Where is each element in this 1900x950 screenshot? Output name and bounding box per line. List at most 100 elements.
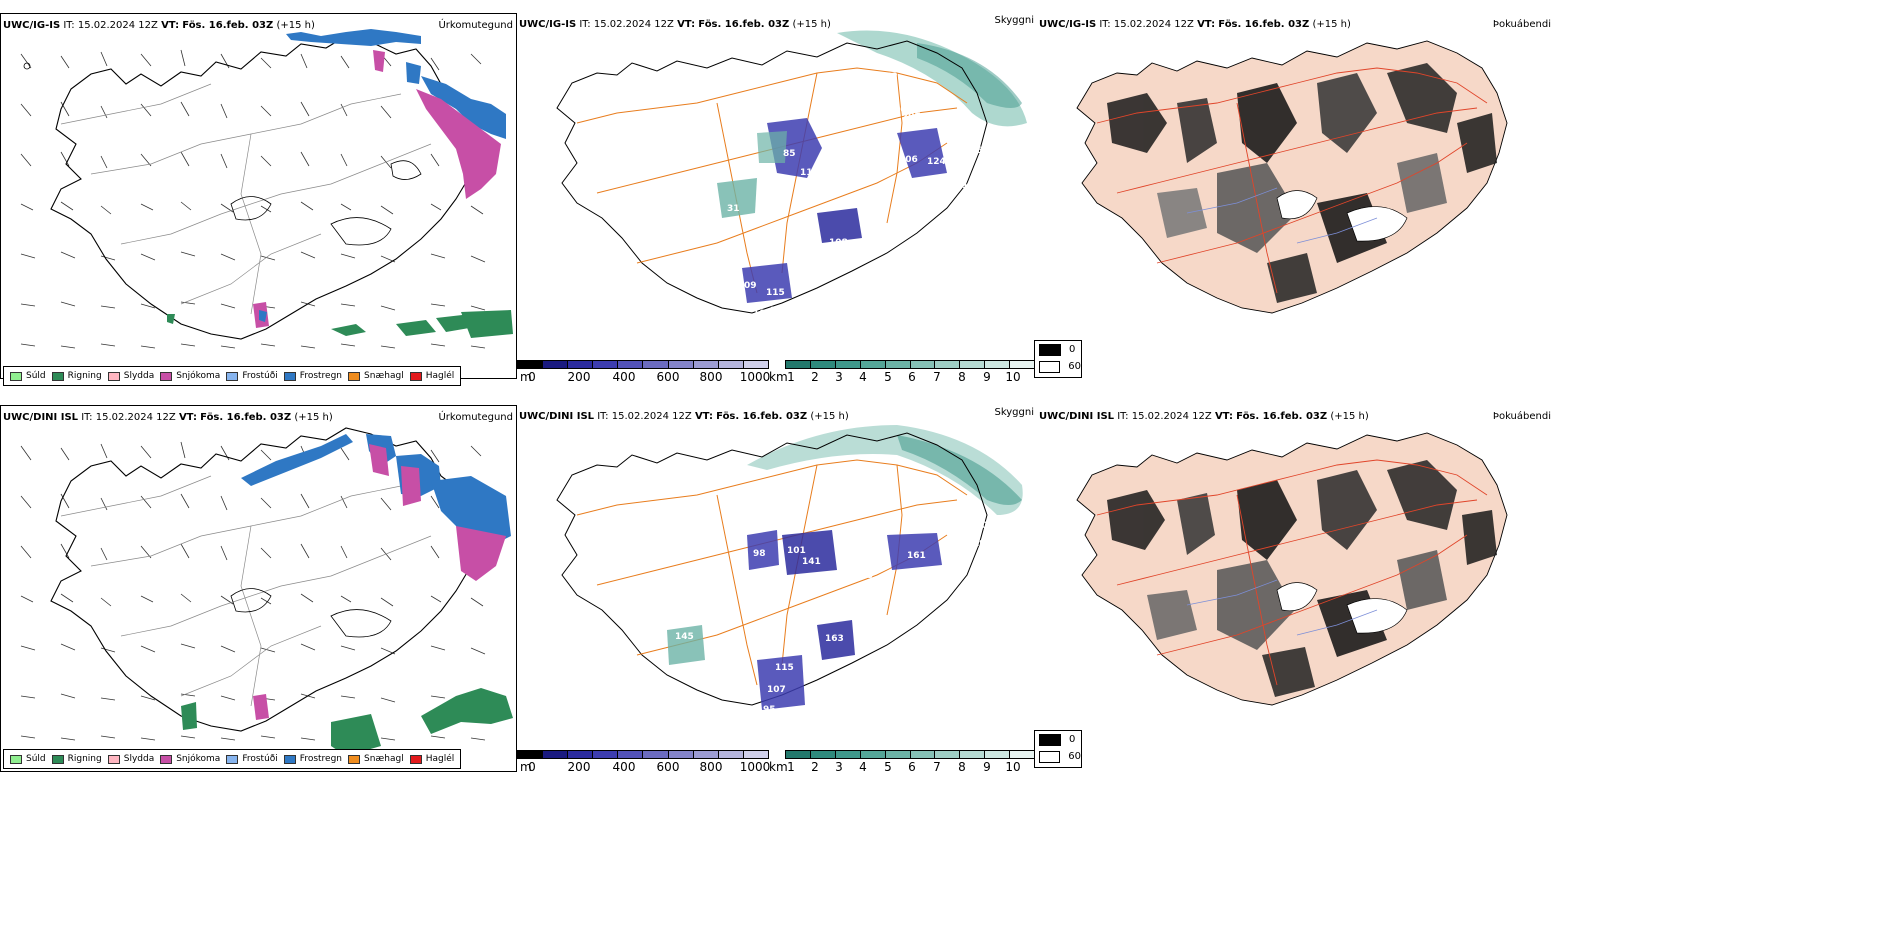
svg-text:31: 31 — [727, 204, 740, 214]
svg-text:168: 168 — [970, 146, 989, 156]
legend-item: Haglél — [409, 371, 454, 381]
legend-item: Frostregn — [283, 371, 342, 381]
precip-map-row2 — [20, 427, 513, 756]
wind-barbs — [20, 49, 486, 349]
fog-title-row2: Þokuábendi — [1492, 411, 1551, 422]
precip-areas — [181, 434, 513, 756]
ceiling-scale-ticks: m 0 200 400 600 800 1000 — [520, 370, 771, 384]
visibility-panel-row1: 342 107 107 207 85 118 106 124 168 146 1… — [517, 13, 1037, 379]
ceiling-scale-ticks: m 0 200 400 600 800 1000 — [520, 760, 771, 774]
precip-panel-row1: UWC/IG-IS IT: 15.02.2024 12Z VT: Fös. 16… — [0, 13, 517, 386]
svg-text:128: 128 — [854, 571, 873, 581]
fog-map-row2 — [1076, 432, 1508, 706]
precip-title-row2: Úrkomutegund — [438, 412, 513, 423]
legend-swatch — [226, 371, 239, 381]
legend-swatch — [10, 371, 22, 381]
legend-item: Snæhagl — [348, 754, 404, 764]
svg-text:107: 107 — [914, 102, 933, 112]
precip-areas — [167, 29, 513, 338]
precip-title-row1: Úrkomutegund — [438, 20, 513, 31]
svg-text:207: 207 — [902, 112, 921, 122]
svg-text:115: 115 — [766, 288, 785, 298]
svg-text:10: 10 — [753, 309, 766, 319]
header-row1-precip: UWC/IG-IS IT: 15.02.2024 12Z VT: Fös. 16… — [3, 20, 315, 31]
visibility-scale-ticks: km 1 2 3 4 5 6 7 8 9 10 — [769, 760, 1021, 774]
header-row2-fog: UWC/DINI ISL IT: 15.02.2024 12Z VT: Fös.… — [1039, 411, 1369, 422]
precip-panel-row2: UWC/DINI ISL IT: 15.02.2024 12Z VT: Fös.… — [0, 405, 517, 772]
legend-item: Rigning — [51, 754, 102, 764]
legend-swatch — [107, 371, 120, 381]
precip-map-row1 — [20, 29, 513, 349]
visibility-scale-strip — [785, 360, 1035, 369]
legend-item: Frostúði — [226, 371, 278, 381]
legend-swatch — [409, 754, 422, 764]
svg-text:108: 108 — [932, 194, 951, 204]
fog-legend-item: 60 — [1035, 358, 1081, 375]
visibility-panel-row2: 157 237 130 193 98 101 141 128 161 163 1… — [517, 405, 1037, 772]
ceiling-unit: m — [520, 370, 532, 384]
fog-legend-row1: 0 60 — [1034, 340, 1082, 378]
svg-text:342: 342 — [879, 72, 898, 82]
svg-text:101: 101 — [787, 546, 806, 556]
visibility-map-row2: 157 237 130 193 98 101 141 128 161 163 1… — [556, 425, 1023, 715]
legend-swatch — [160, 754, 173, 764]
fog-legend-item: 60 — [1035, 748, 1081, 765]
precip-legend-row2: Súld Rigning Slydda Snjókoma Frostúði Fr… — [3, 749, 462, 769]
legend-swatch — [107, 754, 120, 764]
svg-text:115: 115 — [775, 663, 794, 673]
fog-panel-row2: UWC/DINI ISL IT: 15.02.2024 12Z VT: Fös.… — [1037, 405, 1557, 772]
legend-item: Haglél — [409, 754, 454, 764]
svg-text:101: 101 — [770, 306, 789, 316]
legend-item: Slydda — [107, 371, 154, 381]
legend-item: Súld — [10, 754, 46, 764]
legend-swatch — [10, 754, 22, 764]
svg-text:124: 124 — [927, 157, 946, 167]
visibility-title-row2: Skyggni — [994, 407, 1034, 418]
legend-item: Frostregn — [283, 754, 342, 764]
legend-item: Snjókoma — [160, 371, 220, 381]
fog-map-row1 — [1076, 40, 1508, 314]
visibility-labels-row1: 342 107 107 207 85 118 106 124 168 146 1… — [727, 72, 989, 319]
ceiling-scale-row1: m 0 200 400 600 800 1000 — [517, 360, 771, 390]
legend-swatch — [409, 371, 422, 381]
legend-item: Súld — [10, 371, 46, 381]
header-row1-fog: UWC/IG-IS IT: 15.02.2024 12Z VT: Fös. 16… — [1039, 19, 1351, 30]
svg-text:163: 163 — [825, 634, 844, 644]
header-row2-precip: UWC/DINI ISL IT: 15.02.2024 12Z VT: Fös.… — [3, 412, 333, 423]
fog-panel-row1: UWC/IG-IS IT: 15.02.2024 12Z VT: Fös. 16… — [1037, 13, 1557, 379]
svg-text:85: 85 — [783, 149, 796, 159]
visibility-scale-ticks: km 1 2 3 4 5 6 7 8 9 10 — [769, 370, 1021, 384]
svg-text:237: 237 — [915, 486, 934, 496]
svg-text:130: 130 — [969, 521, 988, 531]
legend-swatch — [348, 371, 361, 381]
fog-legend-item: 0 — [1035, 341, 1081, 358]
svg-text:107: 107 — [767, 685, 786, 695]
svg-text:91: 91 — [769, 208, 782, 218]
legend-item: Slydda — [107, 754, 154, 764]
legend-swatch — [160, 371, 173, 381]
iceland-coastline — [556, 40, 988, 314]
visibility-unit: km — [769, 370, 788, 384]
svg-text:146: 146 — [962, 181, 981, 191]
visibility-scale-row2: km 1 2 3 4 5 6 7 8 9 10 — [769, 750, 1035, 780]
svg-text:09: 09 — [744, 281, 757, 291]
ceiling-areas — [717, 118, 947, 303]
legend-item: Snæhagl — [348, 371, 404, 381]
legend-swatch — [348, 754, 361, 764]
svg-text:122: 122 — [749, 234, 768, 244]
legend-swatch — [226, 754, 239, 764]
svg-text:161: 161 — [907, 551, 926, 561]
svg-text:141: 141 — [802, 557, 821, 567]
visibility-unit: km — [769, 760, 788, 774]
header-row2-visibility: UWC/DINI ISL IT: 15.02.2024 12Z VT: Fös.… — [519, 411, 849, 422]
fog-title-row1: Þokuábendi — [1492, 19, 1551, 30]
svg-text:118: 118 — [800, 168, 819, 178]
svg-text:108: 108 — [829, 238, 848, 248]
visibility-scale-row1: km 1 2 3 4 5 6 7 8 9 10 — [769, 360, 1035, 390]
legend-swatch — [283, 754, 296, 764]
svg-text:95: 95 — [763, 705, 776, 715]
visibility-map-row1: 342 107 107 207 85 118 106 124 168 146 1… — [556, 30, 1027, 319]
legend-swatch — [51, 371, 64, 381]
ceiling-scale-strip — [517, 750, 769, 759]
svg-text:98: 98 — [753, 549, 766, 559]
